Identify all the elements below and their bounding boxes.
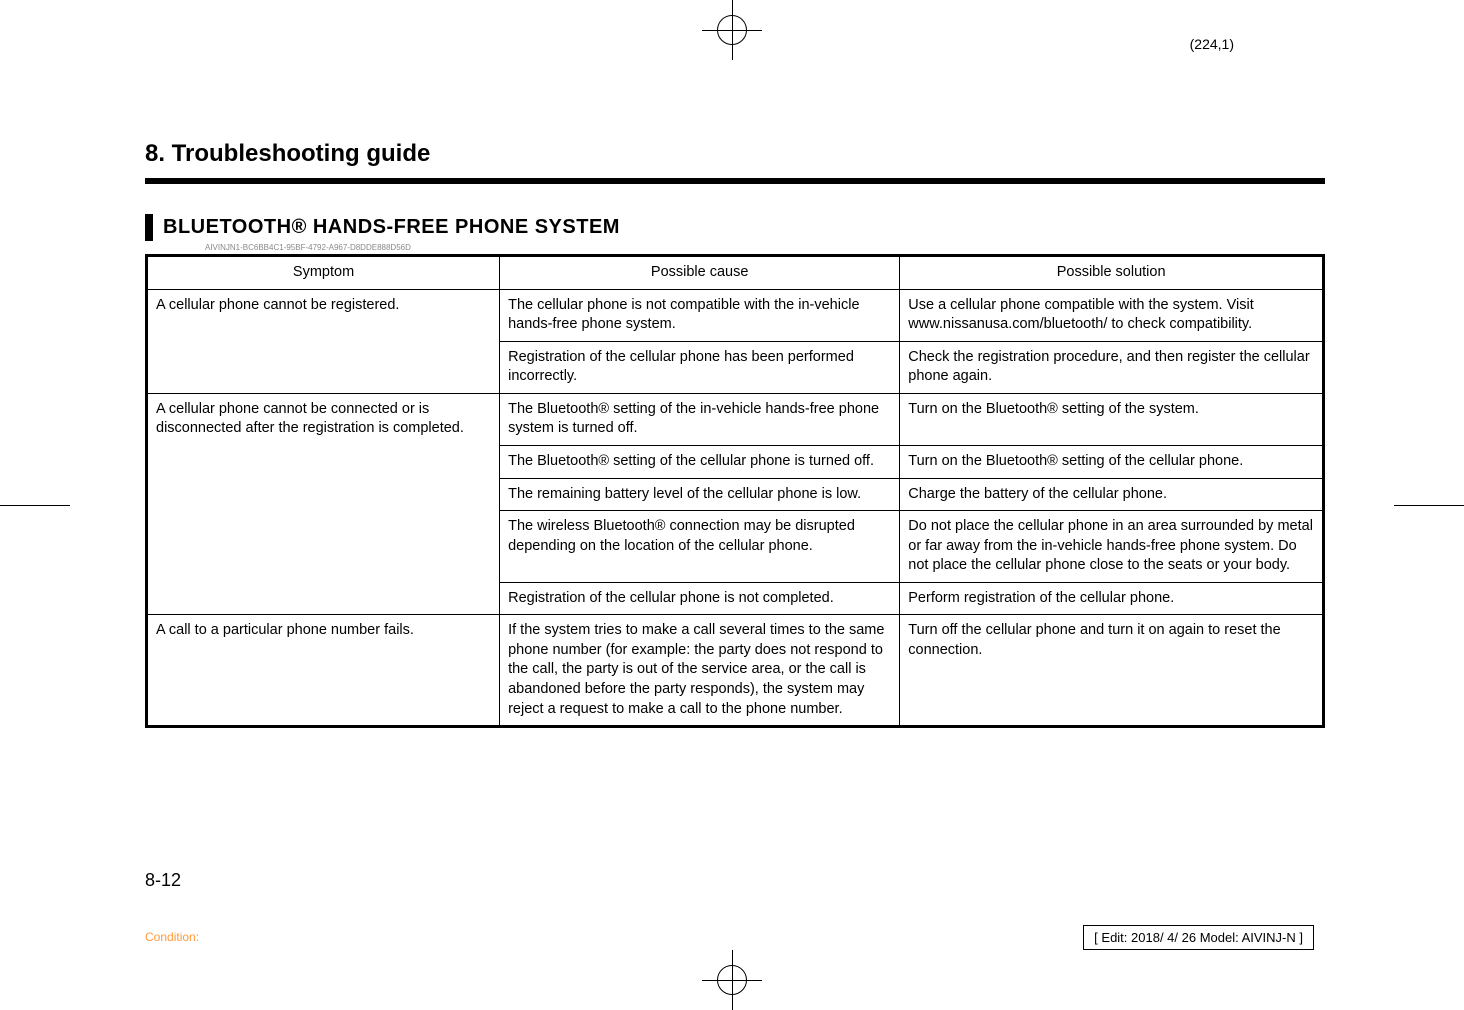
cell-solution: Do not place the cellular phone in an ar… [900, 511, 1324, 583]
section-id: AIVINJN1-BC6BB4C1-95BF-4792-A967-D8DDE88… [205, 243, 1325, 252]
cell-symptom: A cellular phone cannot be connected or … [147, 393, 500, 615]
section-bar [145, 214, 153, 241]
cell-solution: Perform registration of the cellular pho… [900, 582, 1324, 615]
crop-mark [1394, 505, 1464, 506]
section-title: BLUETOOTH® HANDS-FREE PHONE SYSTEM [163, 214, 620, 241]
table-body: A cellular phone cannot be registered.Th… [147, 289, 1324, 727]
register-mark-icon [702, 0, 762, 60]
cell-solution: Use a cellular phone compatible with the… [900, 289, 1324, 341]
crop-mark [0, 505, 70, 506]
page-number: 8-12 [145, 870, 181, 891]
rule [145, 178, 1325, 184]
cell-cause: If the system tries to make a call sever… [500, 615, 900, 727]
section-header: BLUETOOTH® HANDS-FREE PHONE SYSTEM [145, 214, 1325, 241]
page-coordinate: (224,1) [1190, 36, 1234, 52]
cell-cause: The Bluetooth® setting of the cellular p… [500, 445, 900, 478]
cell-cause: The cellular phone is not compatible wit… [500, 289, 900, 341]
col-symptom: Symptom [147, 256, 500, 290]
cell-solution: Turn on the Bluetooth® setting of the ce… [900, 445, 1324, 478]
cell-cause: Registration of the cellular phone is no… [500, 582, 900, 615]
cell-symptom: A call to a particular phone number fail… [147, 615, 500, 727]
col-solution: Possible solution [900, 256, 1324, 290]
condition-label: Condition: [145, 930, 199, 944]
table-row: A cellular phone cannot be registered.Th… [147, 289, 1324, 341]
cell-solution: Charge the battery of the cellular phone… [900, 478, 1324, 511]
cell-solution: Turn off the cellular phone and turn it … [900, 615, 1324, 727]
page-content: 8. Troubleshooting guide BLUETOOTH® HAND… [145, 140, 1325, 728]
cell-solution: Check the registration procedure, and th… [900, 341, 1324, 393]
cell-solution: Turn on the Bluetooth® setting of the sy… [900, 393, 1324, 445]
cell-cause: Registration of the cellular phone has b… [500, 341, 900, 393]
table-row: A call to a particular phone number fail… [147, 615, 1324, 727]
register-mark-icon [702, 950, 762, 1010]
cell-cause: The wireless Bluetooth® connection may b… [500, 511, 900, 583]
cell-cause: The remaining battery level of the cellu… [500, 478, 900, 511]
table-row: A cellular phone cannot be connected or … [147, 393, 1324, 445]
chapter-title: 8. Troubleshooting guide [145, 140, 1325, 168]
table-header-row: Symptom Possible cause Possible solution [147, 256, 1324, 290]
cell-cause: The Bluetooth® setting of the in-vehicle… [500, 393, 900, 445]
edit-info: [ Edit: 2018/ 4/ 26 Model: AIVINJ-N ] [1083, 925, 1314, 950]
cell-symptom: A cellular phone cannot be registered. [147, 289, 500, 393]
col-cause: Possible cause [500, 256, 900, 290]
troubleshooting-table: Symptom Possible cause Possible solution… [145, 254, 1325, 728]
